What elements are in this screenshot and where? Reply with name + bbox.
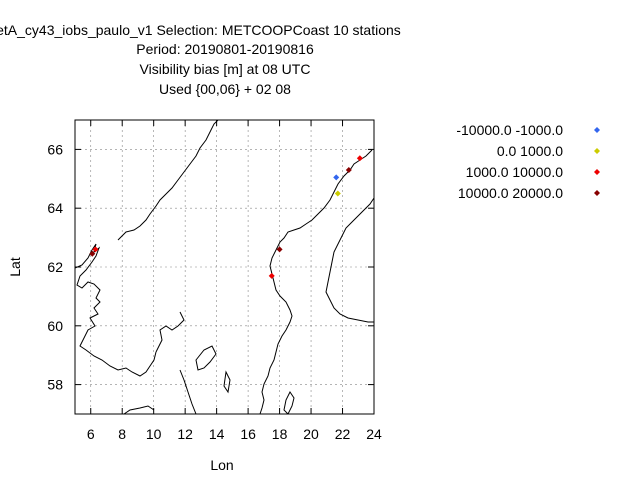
station-marker [356,155,363,162]
x-tick-label: 24 [366,426,382,442]
station-marker [334,190,341,197]
x-tick-label: 18 [272,426,288,442]
legend-label: -10000.0 -1000.0 [456,122,563,138]
x-tick-label: 12 [177,426,193,442]
coastline-gotland [283,391,295,414]
legend-label: 0.0 1000.0 [497,143,563,159]
coastline-norway [75,243,157,377]
chart-title-line3: Visibility bias [m] at 08 UTC [139,61,311,77]
legend-label: 10000.0 20000.0 [458,185,563,201]
station-marker [89,250,96,257]
legend-marker [594,127,600,133]
x-axis-label: Lon [210,457,233,473]
x-tick-label: 6 [87,426,95,442]
y-tick-label: 58 [47,377,63,393]
y-tick-label: 64 [47,200,63,216]
x-tick-label: 22 [335,426,351,442]
legend-marker [594,169,600,175]
coastlines [75,120,374,414]
x-tick-label: 16 [240,426,256,442]
coastline-norway-upper [117,120,219,241]
station-marker [333,174,340,181]
chart-title-line2: Period: 20190801-20190816 [136,41,314,57]
station-marker [345,166,352,173]
coastline-oslofjord [179,369,197,414]
x-tick-label: 14 [209,426,225,442]
coastline-denmark [123,405,155,414]
lake-vanern [195,345,217,371]
y-tick-label: 66 [47,141,63,157]
x-tick-label: 20 [303,426,319,442]
y-tick-label: 60 [47,318,63,334]
station-marker [276,246,283,253]
y-axis-label: Lat [7,257,23,277]
legend: -10000.0 -1000.0 0.0 1000.0 1000.0 10000.0… [456,122,600,201]
x-tick-label: 8 [118,426,126,442]
legend-marker [594,148,600,154]
axis-ticks: 6 8 10 12 14 16 18 20 22 24 58 60 62 64 66 [47,120,382,442]
legend-marker [594,190,600,196]
coastline-sweden-norway-border [155,311,185,353]
y-tick-label: 62 [47,259,63,275]
x-tick-label: 10 [146,426,162,442]
lake-vattern [223,370,231,394]
legend-label: 1000.0 10000.0 [466,164,564,180]
station-marker [268,272,275,279]
station-marker [92,246,99,253]
coastline-sweden-east [259,149,373,414]
chart-title-line1: NetA_cy43_iobs_paulo_v1 Selection: METCO… [0,22,401,38]
station-markers [89,155,363,279]
chart-title-line4: Used {00,06} + 02 08 [159,81,291,97]
coastline-finland [325,197,374,323]
